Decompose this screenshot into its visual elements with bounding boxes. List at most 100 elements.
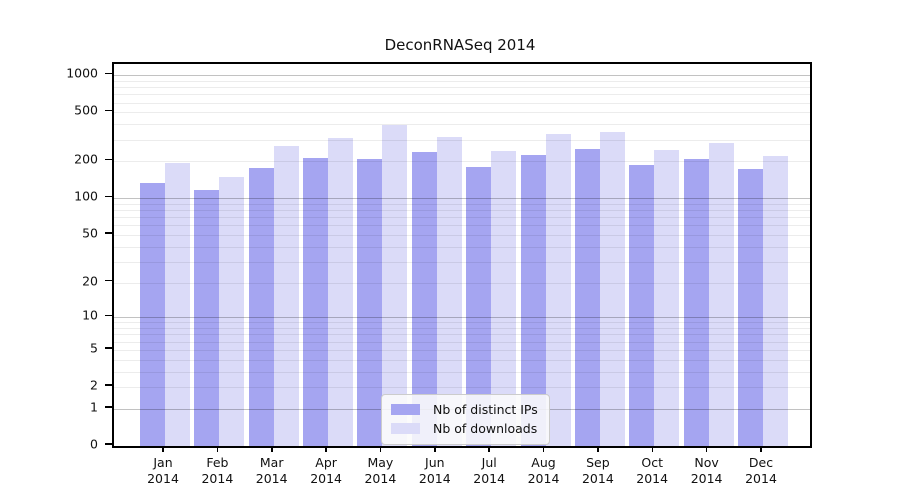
bar-downloads-oct bbox=[654, 149, 680, 446]
bar-distinct-ips-dec bbox=[738, 168, 763, 446]
bar-downloads-may bbox=[382, 125, 408, 446]
bar-distinct-ips-jan bbox=[140, 183, 165, 446]
x-tick-year: 2014 bbox=[690, 471, 723, 487]
x-tick-year: 2014 bbox=[418, 471, 451, 487]
bar-distinct-ips-mar bbox=[248, 167, 274, 446]
x-tick-month: May bbox=[367, 455, 394, 470]
x-tick-label-may: May 2014 bbox=[348, 455, 412, 488]
x-tick-month: Jul bbox=[481, 455, 497, 470]
legend-item-distinct-ips: Nb of distinct IPs bbox=[391, 400, 538, 419]
x-tick-mark-nov bbox=[705, 446, 708, 452]
x-tick-month: Nov bbox=[694, 455, 719, 470]
y-tick-mark-50 bbox=[105, 232, 112, 234]
x-tick-label-feb: Feb 2014 bbox=[185, 455, 249, 488]
legend-swatch-distinct-ips bbox=[391, 404, 420, 415]
bar-downloads-aug bbox=[545, 134, 571, 446]
x-tick-label-apr: Apr 2014 bbox=[294, 455, 358, 488]
bar-downloads-feb bbox=[219, 177, 245, 446]
bar-downloads-nov bbox=[708, 143, 734, 446]
y-tick-label-1: 1 bbox=[90, 399, 98, 415]
bars-layer bbox=[114, 64, 810, 446]
x-tick-label-oct: Oct 2014 bbox=[620, 455, 684, 488]
y-tick-label-100: 100 bbox=[74, 188, 98, 204]
y-tick-label-5: 5 bbox=[90, 340, 98, 356]
x-tick-label-nov: Nov 2014 bbox=[675, 455, 739, 488]
y-tick-label-10: 10 bbox=[82, 307, 98, 323]
x-tick-month: Sep bbox=[586, 455, 610, 470]
bar-downloads-sep bbox=[599, 131, 625, 446]
legend-item-downloads: Nb of downloads bbox=[391, 419, 538, 438]
x-tick-mark-oct bbox=[651, 446, 653, 452]
x-tick-year: 2014 bbox=[473, 471, 506, 487]
x-tick-mark-aug bbox=[542, 446, 545, 452]
x-tick-label-aug: Aug 2014 bbox=[512, 455, 576, 488]
y-tick-mark-1000 bbox=[105, 72, 112, 74]
chart-title: DeconRNASeq 2014 bbox=[384, 36, 536, 54]
y-tick-label-50: 50 bbox=[82, 225, 98, 241]
x-tick-year: 2014 bbox=[147, 471, 179, 487]
x-tick-label-mar: Mar 2014 bbox=[240, 455, 304, 488]
y-tick-mark-2 bbox=[105, 384, 112, 386]
x-tick-mark-feb bbox=[216, 446, 219, 452]
legend: Nb of distinct IPs Nb of downloads bbox=[381, 394, 550, 445]
y-tick-mark-20 bbox=[105, 279, 112, 282]
bar-distinct-ips-nov bbox=[683, 158, 709, 446]
x-tick-mark-may bbox=[379, 446, 382, 452]
x-tick-year: 2014 bbox=[201, 471, 234, 487]
y-tick-mark-10 bbox=[105, 314, 112, 317]
y-tick-mark-500 bbox=[105, 109, 112, 112]
bar-downloads-jan bbox=[165, 162, 190, 446]
x-tick-month: Aug bbox=[531, 455, 556, 470]
x-tick-month: Jun bbox=[425, 455, 445, 470]
x-tick-mark-mar bbox=[271, 446, 273, 452]
y-tick-mark-200 bbox=[105, 158, 112, 161]
bar-distinct-ips-oct bbox=[629, 164, 655, 446]
legend-swatch-downloads bbox=[391, 423, 420, 434]
x-tick-mark-jan bbox=[162, 446, 164, 452]
legend-label-distinct-ips: Nb of distinct IPs bbox=[433, 402, 538, 417]
bar-distinct-ips-may bbox=[357, 159, 383, 446]
x-tick-year: 2014 bbox=[527, 471, 560, 487]
y-tick-label-200: 200 bbox=[74, 151, 98, 167]
x-tick-mark-apr bbox=[325, 446, 327, 452]
bar-distinct-ips-feb bbox=[194, 189, 220, 446]
x-tick-label-dec: Dec 2014 bbox=[729, 455, 793, 488]
x-tick-month: Oct bbox=[641, 455, 663, 470]
plot-area: Nb of distinct IPs Nb of downloads bbox=[112, 62, 812, 448]
x-axis: Jan 2014 Feb 2014 Mar 2014 Apr 2014 May 2014 Jun 20… bbox=[112, 446, 808, 498]
x-tick-year: 2014 bbox=[581, 471, 614, 487]
x-tick-month: Feb bbox=[206, 455, 229, 470]
bar-downloads-dec bbox=[763, 156, 788, 446]
x-tick-mark-jun bbox=[434, 446, 436, 452]
x-tick-label-sep: Sep 2014 bbox=[566, 455, 630, 488]
y-axis: 1000 500 200 100 50 20 10 5 2 1 0 bbox=[0, 62, 112, 452]
bar-downloads-apr bbox=[328, 138, 354, 446]
x-tick-label-jul: Jul 2014 bbox=[457, 455, 521, 488]
y-tick-label-0: 0 bbox=[90, 436, 98, 452]
x-tick-month: Apr bbox=[315, 455, 337, 470]
y-tick-mark-5 bbox=[105, 347, 112, 349]
bar-downloads-mar bbox=[273, 146, 299, 446]
x-tick-year: 2014 bbox=[255, 471, 288, 487]
x-tick-mark-jul bbox=[488, 446, 490, 452]
y-tick-label-1000: 1000 bbox=[66, 65, 98, 81]
legend-label-downloads: Nb of downloads bbox=[433, 421, 538, 436]
y-tick-mark-100 bbox=[105, 195, 112, 198]
y-tick-label-500: 500 bbox=[74, 102, 98, 118]
x-tick-month: Dec bbox=[748, 455, 774, 470]
bar-distinct-ips-sep bbox=[574, 149, 600, 446]
x-tick-label-jan: Jan 2014 bbox=[131, 455, 195, 488]
x-tick-month: Mar bbox=[259, 455, 284, 470]
x-tick-label-jun: Jun 2014 bbox=[403, 455, 467, 488]
x-tick-mark-dec bbox=[760, 446, 762, 452]
y-tick-label-20: 20 bbox=[82, 273, 98, 289]
y-tick-label-2: 2 bbox=[90, 377, 98, 393]
bar-distinct-ips-apr bbox=[303, 158, 329, 446]
x-tick-year: 2014 bbox=[310, 471, 342, 487]
x-tick-month: Jan bbox=[153, 455, 173, 470]
x-tick-mark-sep bbox=[597, 446, 599, 452]
x-tick-year: 2014 bbox=[745, 471, 777, 487]
y-tick-mark-1 bbox=[105, 406, 112, 408]
y-tick-mark-0 bbox=[105, 443, 112, 445]
